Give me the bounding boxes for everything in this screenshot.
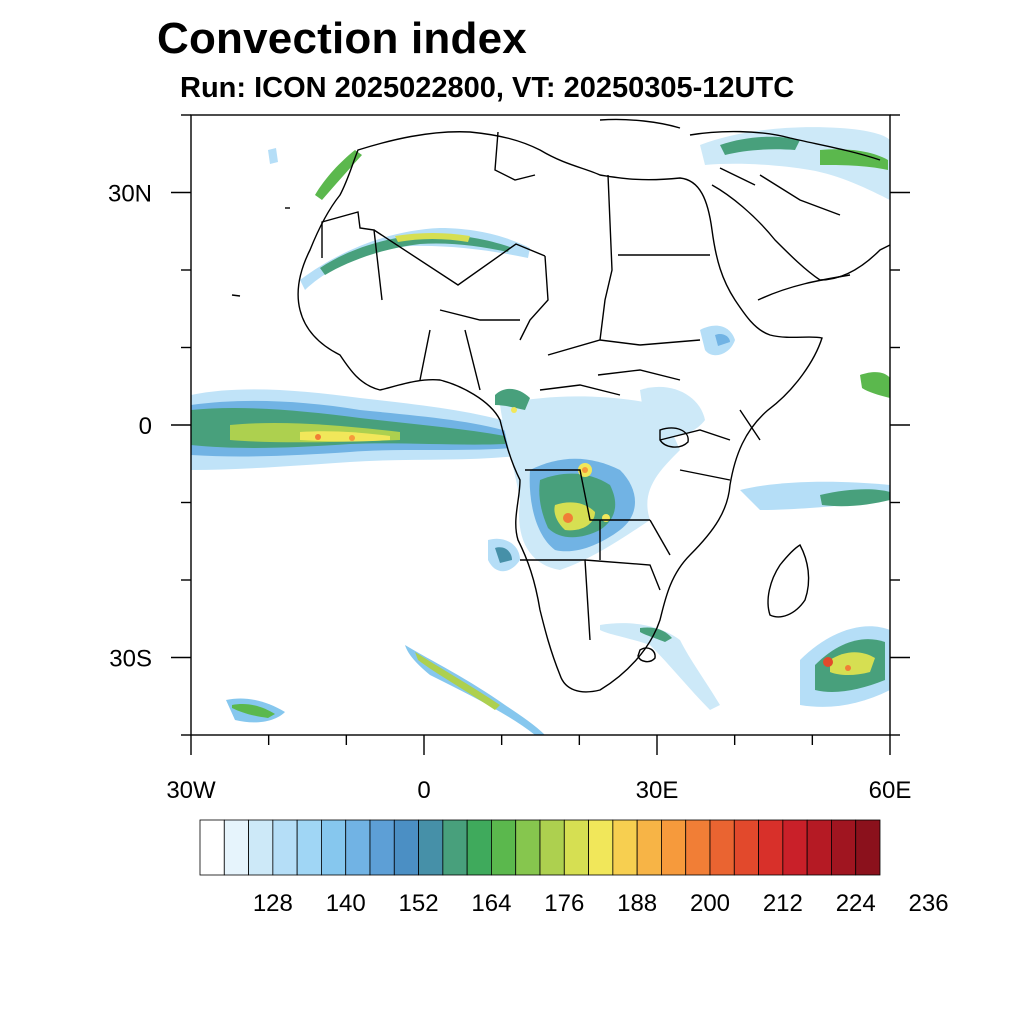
- colorbar-swatch: [223, 819, 249, 876]
- colorbar-swatch: [661, 819, 687, 876]
- x-tick-label: 0: [417, 777, 430, 804]
- colorbar-swatch: [491, 819, 517, 876]
- colorbar-label: 224: [836, 890, 876, 917]
- colorbar-label: 188: [617, 890, 657, 917]
- colorbar-label: 236: [909, 890, 949, 917]
- colorbar-label: 128: [253, 890, 293, 917]
- colorbar-swatch: [321, 819, 347, 876]
- x-tick-label: 30W: [166, 777, 216, 804]
- colorbar-swatch: [709, 819, 735, 876]
- x-tick-label: 30E: [636, 777, 679, 804]
- colorbar: 128 140 152 164 176 188 200 212 224 236: [199, 819, 949, 917]
- colorbar-label: 176: [544, 890, 584, 917]
- coastlines-and-borders: [231, 118, 890, 693]
- colorbar-swatch: [685, 819, 711, 876]
- colorbar-swatch: [758, 819, 784, 876]
- colorbar-swatch: [442, 819, 468, 876]
- colorbar-swatch: [369, 819, 395, 876]
- colorbar-label: 200: [690, 890, 730, 917]
- colorbar-swatch: [539, 819, 565, 876]
- colorbar-swatch: [636, 819, 662, 876]
- colorbar-swatch: [248, 819, 274, 876]
- colorbar-label: 164: [471, 890, 511, 917]
- convection-field: [191, 127, 890, 735]
- colorbar-label: 140: [326, 890, 366, 917]
- plot-subtitle: Run: ICON 2025022800, VT: 20250305-12UTC: [180, 72, 795, 104]
- colorbar-swatch: [393, 819, 419, 876]
- colorbar-swatch: [199, 819, 225, 876]
- y-tick-label: 30S: [109, 646, 152, 673]
- colorbar-swatch: [515, 819, 541, 876]
- colorbar-swatch: [733, 819, 759, 876]
- colorbar-swatch: [296, 819, 322, 876]
- colorbar-label: 212: [763, 890, 803, 917]
- colorbar-swatch: [831, 819, 857, 876]
- y-tick-label: 30N: [108, 181, 152, 208]
- colorbar-swatch: [272, 819, 298, 876]
- colorbar-swatch: [855, 819, 881, 876]
- colorbar-swatch: [466, 819, 492, 876]
- colorbar-swatch: [418, 819, 444, 876]
- plot-title: Convection index: [157, 14, 527, 63]
- colorbar-swatch: [588, 819, 614, 876]
- axis-ticks: 30W 0 30E 60E 30N 0 30S: [108, 114, 912, 804]
- x-tick-label: 60E: [869, 777, 912, 804]
- colorbar-swatch: [612, 819, 638, 876]
- colorbar-label: 152: [399, 890, 439, 917]
- y-tick-label: 0: [139, 413, 152, 440]
- colorbar-swatch: [563, 819, 589, 876]
- colorbar-swatch: [806, 819, 832, 876]
- colorbar-swatch: [782, 819, 808, 876]
- colorbar-swatch: [345, 819, 371, 876]
